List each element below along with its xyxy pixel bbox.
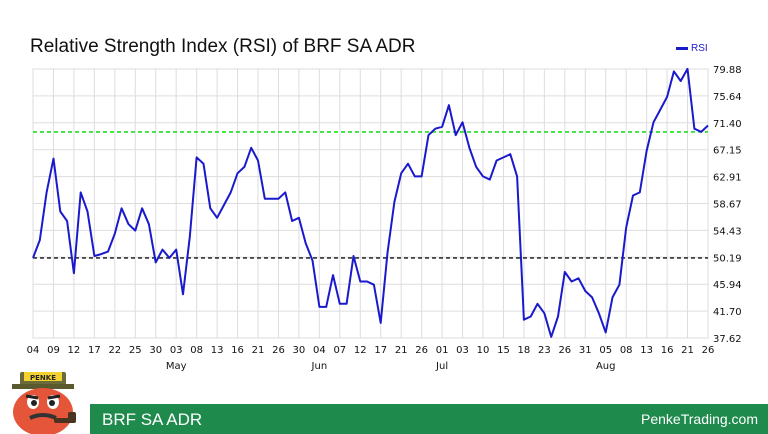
y-tick-label: 62.91 (713, 173, 742, 184)
x-tick-label: 09 (47, 345, 60, 356)
x-tick-label: 17 (88, 345, 101, 356)
x-tick-label: 12 (68, 345, 81, 356)
x-tick-label: 08 (620, 345, 633, 356)
chart-title: Relative Strength Index (RSI) of BRF SA … (30, 36, 416, 57)
x-tick-label: 13 (640, 345, 653, 356)
footer-symbol-name: BRF SA ADR (102, 410, 203, 429)
y-tick-label: 71.40 (713, 119, 742, 130)
x-tick-label: 01 (436, 345, 449, 356)
mascot-hat-text: PENKE (30, 374, 56, 382)
y-tick-label: 37.62 (713, 334, 742, 345)
rsi-chart: 79.88 75.64 71.40 67.15 62.91 58.67 54.43 50.19… (27, 65, 742, 372)
y-tick-label: 58.67 (713, 200, 742, 211)
x-tick-label: 18 (518, 345, 531, 356)
x-tick-label: 21 (395, 345, 408, 356)
penke-mascot-logo: PENKE (12, 372, 76, 434)
x-tick-label: 21 (681, 345, 694, 356)
y-tick-label: 54.43 (713, 226, 742, 237)
x-tick-label: 23 (538, 345, 551, 356)
x-tick-label: 25 (129, 345, 142, 356)
x-tick-label: 12 (354, 345, 367, 356)
month-label: May (166, 361, 187, 372)
month-label: Jun (311, 361, 328, 372)
footer-site-link[interactable]: PenkeTrading.com (641, 411, 758, 427)
y-tick-label: 75.64 (713, 92, 742, 103)
x-tick-label: 16 (231, 345, 244, 356)
x-tick-label: 26 (558, 345, 571, 356)
legend-label: RSI (691, 43, 708, 54)
x-tick-label: 30 (293, 345, 306, 356)
x-tick-label: 30 (149, 345, 162, 356)
x-tick-label: 03 (456, 345, 469, 356)
x-tick-label: 05 (599, 345, 612, 356)
y-tick-label: 79.88 (713, 65, 742, 76)
legend-swatch (676, 46, 688, 50)
rsi-series-line (32, 67, 709, 338)
y-tick-label: 67.15 (713, 146, 742, 157)
x-tick-label: 26 (272, 345, 285, 356)
y-tick-label: 41.70 (713, 307, 742, 318)
x-tick-label: 26 (702, 345, 715, 356)
x-tick-label: 04 (313, 345, 326, 356)
x-tick-label: 22 (108, 345, 121, 356)
month-label: Aug (596, 361, 616, 372)
y-tick-label: 45.94 (713, 280, 742, 291)
x-tick-label: 13 (211, 345, 224, 356)
x-tick-label: 08 (190, 345, 203, 356)
x-tick-label: 03 (170, 345, 183, 356)
x-tick-label: 16 (661, 345, 674, 356)
x-tick-label: 07 (333, 345, 346, 356)
legend: RSI (676, 43, 708, 54)
footer-bar: BRF SA ADR PenkeTrading.com (90, 404, 768, 434)
month-label: Jul (435, 361, 448, 372)
x-tick-label: 04 (27, 345, 40, 356)
x-tick-label: 10 (477, 345, 490, 356)
x-tick-label: 21 (252, 345, 265, 356)
x-tick-label: 31 (579, 345, 592, 356)
y-tick-label: 50.19 (713, 253, 742, 264)
x-tick-label: 17 (374, 345, 387, 356)
x-tick-label: 15 (497, 345, 510, 356)
x-tick-label: 26 (415, 345, 428, 356)
